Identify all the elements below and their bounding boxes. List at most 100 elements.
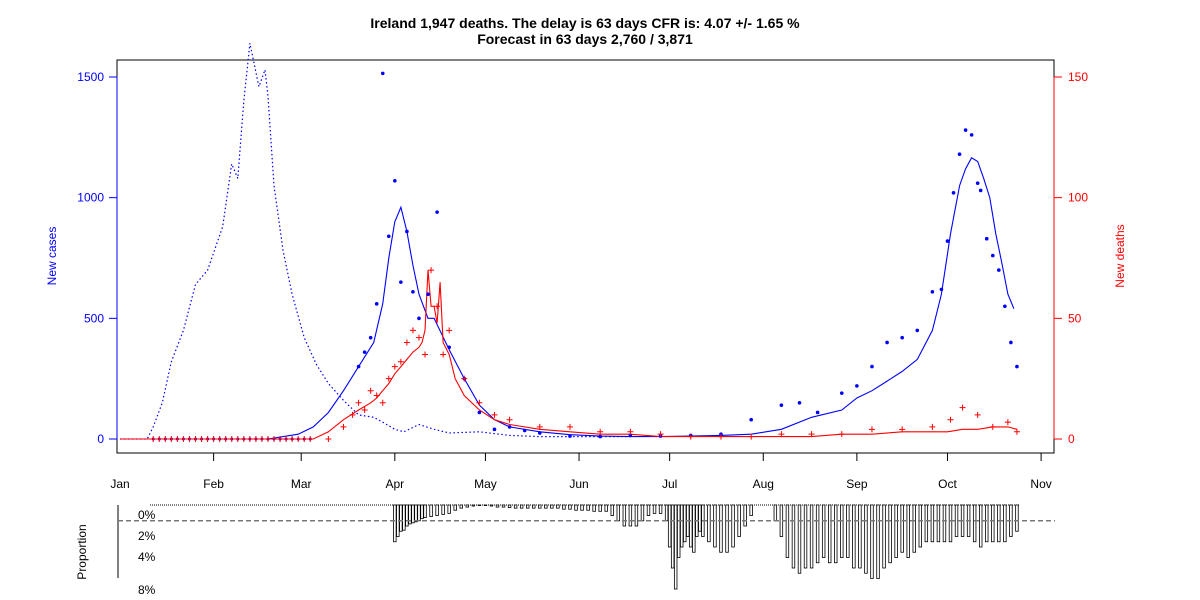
left-tick-label: 500 <box>84 311 104 325</box>
proportion-bar <box>803 504 808 569</box>
proportion-bar <box>888 504 892 564</box>
proportion-bar <box>749 504 753 516</box>
proportion-bar <box>985 504 989 543</box>
death-cross <box>428 267 435 274</box>
proportion-bar <box>698 504 702 532</box>
death-cross <box>204 436 211 442</box>
death-cross <box>403 339 410 346</box>
proportion-bar <box>616 504 620 522</box>
proportion-bar <box>852 504 856 569</box>
proportion-bar <box>954 504 959 537</box>
case-point <box>380 71 385 76</box>
death-cross <box>687 433 694 440</box>
case-point <box>951 191 956 195</box>
x-tick-label: Sep <box>846 477 868 491</box>
proportion-bar <box>447 504 451 514</box>
proportion-bar <box>924 504 929 543</box>
proportion-bar <box>562 504 566 510</box>
death-cross <box>186 436 193 442</box>
case-point <box>855 384 859 388</box>
death-cross <box>748 433 755 440</box>
case-point <box>957 152 962 157</box>
proportion-bar <box>834 504 838 564</box>
case-point <box>411 289 415 294</box>
death-cross <box>349 411 356 418</box>
death-cross <box>778 431 785 438</box>
proportion-bar <box>640 504 645 522</box>
death-cross <box>440 351 447 358</box>
death-cross <box>340 423 347 430</box>
proportion-bar <box>743 504 747 527</box>
left-axis: 0 500 1000 1500 <box>77 70 118 446</box>
death-cross <box>240 436 247 442</box>
right-axis: 0 50 100 150 <box>1053 70 1088 446</box>
proportion-tick-label: 0% <box>138 508 156 522</box>
case-point <box>997 268 1001 272</box>
death-cross <box>415 334 422 341</box>
deaths-smoothed-line <box>120 270 1018 440</box>
death-cross <box>929 423 936 430</box>
proportion-bar <box>713 504 717 548</box>
x-tick-label: Mar <box>291 477 312 491</box>
death-cross <box>234 436 241 442</box>
proportion-bar <box>393 504 397 543</box>
proportion-bar <box>405 504 409 527</box>
case-point <box>393 178 397 183</box>
x-tick-label: May <box>474 477 497 491</box>
proportion-bar <box>495 504 500 508</box>
proportion-bar <box>634 504 639 527</box>
proportion-bar <box>574 504 578 511</box>
case-point <box>945 239 950 243</box>
proportion-bar <box>592 504 596 512</box>
left-tick-label: 0 <box>97 432 104 446</box>
death-cross <box>446 327 453 334</box>
proportion-bar <box>791 504 796 569</box>
x-tick-label: Jun <box>569 477 588 491</box>
proportion-bar <box>489 504 494 507</box>
case-point <box>399 280 403 284</box>
proportion-panel: 0% 2% 4% 8% <box>117 504 1055 597</box>
proportion-bar <box>408 504 412 525</box>
proportion-bar <box>900 504 904 553</box>
left-tick-label: 1000 <box>77 191 104 205</box>
proportion-bar <box>689 504 693 548</box>
death-cross <box>868 426 875 433</box>
death-cross <box>156 436 163 442</box>
proportion-bar <box>840 504 844 558</box>
plot-frame <box>116 59 1055 454</box>
proportion-bar <box>797 504 802 574</box>
death-cross <box>1004 419 1011 426</box>
case-point <box>990 253 995 258</box>
proportion-bar <box>477 504 482 506</box>
proportion-bar <box>683 504 687 543</box>
case-point <box>477 410 482 415</box>
x-tick-label: Aug <box>753 477 774 491</box>
death-cross <box>295 436 302 442</box>
death-cross <box>385 375 392 382</box>
proportion-bar <box>673 504 678 590</box>
proportion-bar <box>646 504 651 516</box>
death-cross <box>373 392 380 399</box>
proportion-bar <box>785 504 790 558</box>
proportion-bar <box>411 504 415 524</box>
proportion-bar <box>471 504 476 507</box>
death-cross <box>947 416 954 423</box>
proportion-bar <box>912 504 916 553</box>
case-points-layer <box>151 71 1019 441</box>
y-axis-label-right: New deaths <box>1113 224 1127 287</box>
proportion-bar <box>821 504 826 558</box>
case-point <box>386 234 391 239</box>
right-tick-label: 0 <box>1068 432 1075 446</box>
proportion-bar <box>414 504 418 523</box>
proportion-bar <box>876 504 880 579</box>
x-tick-label: Jan <box>110 477 129 491</box>
case-point <box>900 335 904 340</box>
death-cross <box>246 436 253 442</box>
death-cross <box>506 416 513 423</box>
proportion-bar <box>809 504 814 569</box>
proportion-bar <box>936 504 941 543</box>
case-point <box>417 316 421 321</box>
death-cross <box>409 327 416 334</box>
proportion-bar <box>604 504 608 512</box>
right-tick-label: 50 <box>1068 311 1082 325</box>
